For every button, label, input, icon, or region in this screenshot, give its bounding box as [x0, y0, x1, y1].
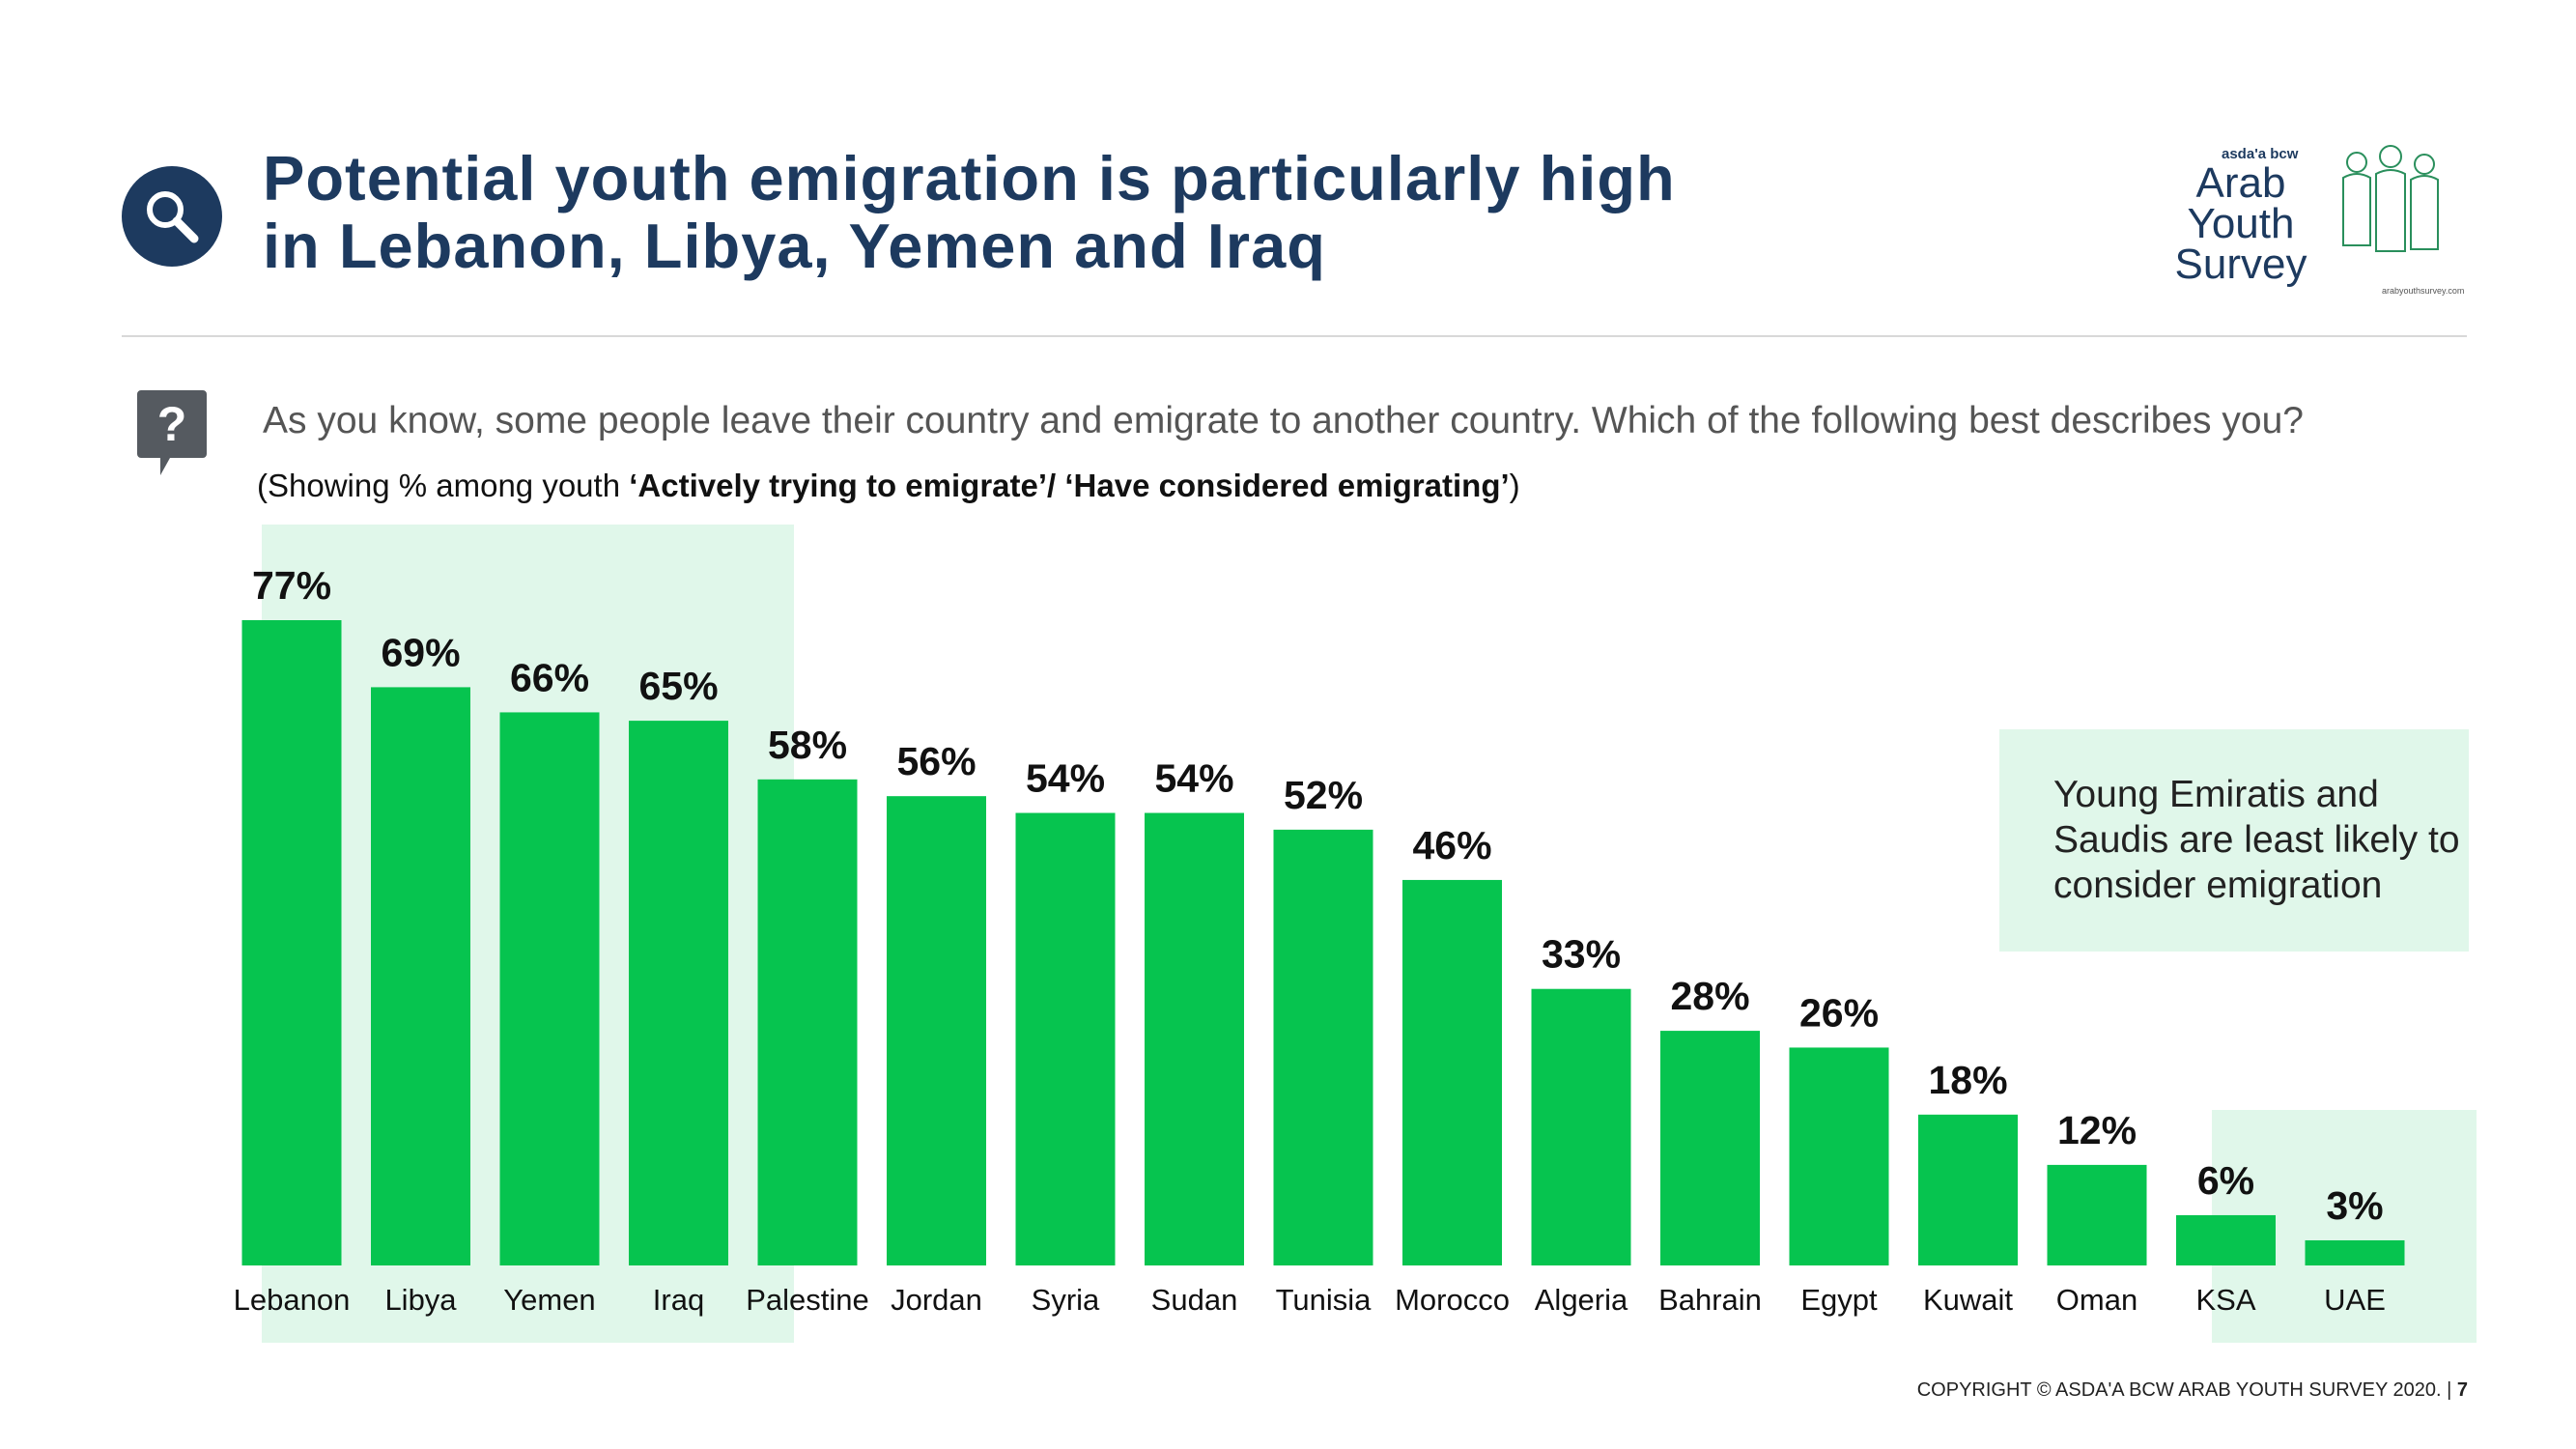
bar-yemen	[499, 712, 600, 1265]
page-number: 7	[2456, 1379, 2468, 1401]
bar-lebanon	[241, 620, 342, 1265]
category-label-yemen: Yemen	[503, 1283, 595, 1317]
copyright-footer: COPYRIGHT © ASDA'A BCW ARAB YOUTH SURVEY…	[1917, 1379, 2468, 1402]
bar-jordan	[887, 796, 986, 1265]
title-line-2: in Lebanon, Libya, Yemen and Iraq	[263, 211, 1326, 281]
survey-note: (Showing % among youth ‘Actively trying …	[257, 468, 1520, 504]
bar-oman	[2047, 1164, 2147, 1265]
bar-syria	[1015, 812, 1116, 1265]
callout-box: Young Emiratis and Saudis are least like…	[1999, 729, 2469, 952]
bar-tunisia	[1273, 829, 1373, 1265]
data-label-egypt: 26%	[1799, 990, 1879, 1035]
data-label-yemen: 66%	[510, 655, 589, 699]
data-label-lebanon: 77%	[252, 563, 331, 608]
survey-question: As you know, some people leave their cou…	[263, 400, 2304, 441]
bar-palestine	[757, 779, 858, 1265]
data-label-uae: 3%	[2326, 1183, 2383, 1228]
data-label-kuwait: 18%	[1928, 1058, 2007, 1102]
category-label-bahrain: Bahrain	[1658, 1283, 1762, 1317]
data-label-sudan: 54%	[1154, 756, 1233, 801]
header-divider	[122, 335, 2467, 337]
data-label-bahrain: 28%	[1670, 974, 1749, 1018]
data-label-algeria: 33%	[1542, 932, 1621, 977]
data-label-palestine: 58%	[768, 723, 847, 767]
bar-egypt	[1789, 1047, 1889, 1265]
category-label-kuwait: Kuwait	[1923, 1283, 2013, 1317]
data-label-oman: 12%	[2057, 1108, 2137, 1152]
arab-youth-survey-logo: asda'a bcw Arab Youth Survey arabyouthsu…	[2164, 135, 2482, 309]
logo-line-2: Youth	[2188, 200, 2295, 247]
data-label-libya: 69%	[381, 630, 460, 674]
youth-figures-icon	[2342, 145, 2439, 252]
category-label-lebanon: Lebanon	[234, 1283, 351, 1317]
page-title: Potential youth emigration is particular…	[263, 145, 1712, 280]
category-label-iraq: Iraq	[653, 1283, 704, 1317]
title-line-1: Potential youth emigration is particular…	[263, 143, 1676, 213]
search-icon	[122, 166, 222, 267]
logo-brand: asda'a bcw	[2222, 146, 2299, 162]
question-bubble-icon: ?	[135, 388, 209, 477]
data-label-ksa: 6%	[2197, 1158, 2254, 1203]
category-label-libya: Libya	[384, 1283, 457, 1317]
bar-uae	[2305, 1239, 2405, 1265]
bar-iraq	[629, 721, 728, 1265]
category-label-egypt: Egypt	[1800, 1283, 1878, 1317]
category-label-algeria: Algeria	[1535, 1283, 1628, 1317]
bar-kuwait	[1918, 1114, 2018, 1265]
bar-ksa	[2176, 1214, 2276, 1265]
category-label-sudan: Sudan	[1151, 1283, 1238, 1317]
category-label-morocco: Morocco	[1395, 1283, 1510, 1317]
note-suffix: )	[1509, 468, 1520, 503]
note-bold: ‘Actively trying to emigrate’/ ‘Have con…	[629, 468, 1510, 503]
data-label-morocco: 46%	[1412, 823, 1491, 867]
bar-sudan	[1145, 812, 1244, 1265]
bar-algeria	[1531, 988, 1631, 1265]
bar-morocco	[1402, 879, 1502, 1265]
category-label-ksa: KSA	[2195, 1283, 2255, 1317]
note-prefix: (Showing % among youth	[257, 468, 630, 503]
bar-libya	[371, 687, 470, 1265]
category-label-tunisia: Tunisia	[1276, 1283, 1373, 1317]
bar-bahrain	[1660, 1031, 1760, 1265]
category-label-jordan: Jordan	[891, 1283, 982, 1317]
category-label-palestine: Palestine	[746, 1283, 869, 1317]
category-label-oman: Oman	[2056, 1283, 2137, 1317]
logo-line-1: Arab	[2196, 159, 2286, 207]
data-label-iraq: 65%	[638, 664, 718, 708]
data-label-jordan: 56%	[896, 739, 976, 783]
category-label-syria: Syria	[1032, 1283, 1100, 1317]
data-label-syria: 54%	[1026, 756, 1105, 801]
logo-line-3: Survey	[2175, 241, 2307, 288]
copyright-text: COPYRIGHT © ASDA'A BCW ARAB YOUTH SURVEY…	[1916, 1379, 2452, 1401]
svg-text:?: ?	[157, 397, 187, 451]
logo-url: arabyouthsurvey.com	[2382, 286, 2464, 296]
category-label-uae: UAE	[2324, 1283, 2386, 1317]
data-label-tunisia: 52%	[1284, 773, 1363, 817]
